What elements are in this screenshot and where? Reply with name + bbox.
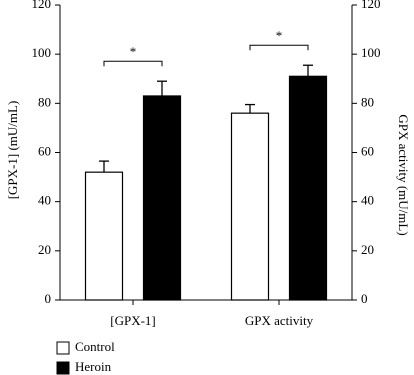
y-tick-label: 120 — [32, 0, 52, 11]
y2-tick-label: 80 — [361, 94, 374, 109]
legend-label: Heroin — [75, 359, 112, 374]
y2-tick-label: 120 — [361, 0, 381, 11]
y-tick-label: 20 — [38, 242, 51, 257]
y2-tick-label: 60 — [361, 143, 374, 158]
annotation: * — [276, 28, 283, 43]
y2-tick-label: 40 — [361, 193, 374, 208]
x-tick-label: [GPX-1] — [110, 313, 156, 328]
legend-swatch — [56, 341, 70, 355]
y-tick-label: 80 — [38, 94, 51, 109]
bar — [288, 75, 328, 301]
annotation: * — [130, 44, 137, 59]
y2-tick-label: 20 — [361, 242, 374, 257]
y-tick-label: 0 — [45, 291, 52, 306]
x-tick-label: GPX activity — [245, 313, 314, 328]
bar — [230, 112, 270, 301]
legend-swatch — [56, 361, 70, 375]
y-axis-title: [GPX-1] (mU/mL) — [5, 101, 20, 200]
y-tick-label: 60 — [38, 143, 51, 158]
legend-label: Control — [75, 339, 115, 354]
y2-tick-label: 0 — [361, 291, 368, 306]
bar — [142, 95, 182, 301]
y-tick-label: 40 — [38, 193, 51, 208]
y2-tick-label: 100 — [361, 45, 381, 60]
y-tick-label: 100 — [32, 45, 52, 60]
y2-axis-title: GPX activity (mU/mL) — [396, 114, 411, 235]
significance-bracket — [103, 60, 163, 67]
significance-bracket — [249, 44, 309, 51]
bar — [84, 171, 124, 301]
